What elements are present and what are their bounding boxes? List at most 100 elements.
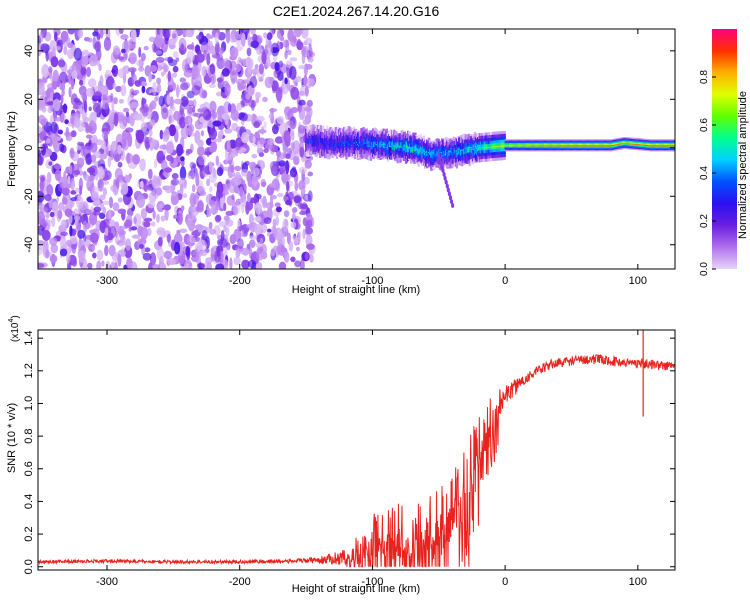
noise-blob bbox=[223, 202, 227, 212]
spectrogram-x-label: Height of straight line (km) bbox=[292, 284, 420, 296]
noise-blob bbox=[196, 262, 205, 269]
noise-blob bbox=[301, 45, 310, 58]
noise-blob bbox=[178, 177, 187, 188]
noise-blob bbox=[227, 103, 232, 113]
snr-x-tick-label: -300 bbox=[96, 576, 118, 588]
noise-blob bbox=[298, 124, 306, 134]
noise-blob bbox=[114, 261, 118, 269]
noise-blob bbox=[153, 158, 158, 169]
noise-blob bbox=[94, 168, 99, 181]
noise-blob bbox=[216, 167, 224, 177]
noise-blob bbox=[219, 237, 228, 248]
noise-blob bbox=[209, 40, 214, 55]
noise-blob bbox=[221, 68, 230, 77]
noise-blob bbox=[215, 155, 219, 166]
noise-blob bbox=[231, 194, 235, 200]
colorbar-tick-label: 0.4 bbox=[699, 166, 710, 180]
noise-blob bbox=[128, 261, 138, 269]
noise-blob bbox=[42, 77, 47, 82]
noise-blob bbox=[160, 215, 166, 222]
noise-blob bbox=[179, 166, 187, 181]
noise-blob bbox=[91, 246, 96, 251]
noise-blob bbox=[125, 238, 131, 251]
noise-blob bbox=[143, 217, 153, 222]
noise-blob bbox=[178, 255, 186, 265]
noise-blob bbox=[246, 223, 255, 229]
snr-scale-label: (x104) bbox=[8, 315, 21, 342]
noise-blob bbox=[272, 227, 278, 238]
noise-blob bbox=[82, 117, 90, 123]
noise-blob bbox=[239, 186, 243, 198]
noise-blob bbox=[65, 166, 70, 174]
noise-blob bbox=[68, 78, 72, 85]
noise-blob bbox=[268, 113, 273, 119]
noise-blob bbox=[140, 121, 148, 132]
noise-blob bbox=[217, 130, 223, 141]
noise-blob bbox=[168, 115, 172, 125]
noise-blob bbox=[171, 239, 175, 246]
noise-blob bbox=[112, 82, 117, 90]
signal-cell bbox=[633, 142, 636, 145]
spectrogram-x-tick-label: -300 bbox=[96, 275, 118, 287]
snr-y-tick-label: 1.4 bbox=[23, 331, 35, 346]
noise-blob bbox=[260, 251, 268, 260]
noise-blob bbox=[173, 214, 178, 220]
noise-blob bbox=[256, 193, 262, 200]
noise-blob bbox=[110, 51, 118, 64]
noise-blob bbox=[208, 127, 218, 140]
noise-blob bbox=[158, 95, 165, 107]
noise-blob bbox=[255, 242, 263, 249]
colorbar-tick-label: 0.2 bbox=[699, 214, 710, 228]
noise-blob bbox=[219, 46, 225, 55]
snr-frame bbox=[37, 329, 676, 571]
noise-blob bbox=[44, 194, 52, 202]
noise-blob bbox=[166, 93, 171, 106]
noise-blob bbox=[299, 258, 305, 269]
signal-cell bbox=[624, 143, 627, 144]
spectrogram-x-tick-label: -200 bbox=[229, 275, 251, 287]
noise-blob bbox=[60, 94, 64, 104]
noise-blob bbox=[233, 228, 242, 242]
noise-blob bbox=[41, 105, 47, 113]
noise-blob bbox=[298, 166, 308, 175]
noise-blob bbox=[141, 103, 150, 117]
noise-blob bbox=[210, 247, 215, 262]
noise-blob bbox=[151, 175, 159, 189]
noise-blob bbox=[148, 72, 153, 83]
noise-blob bbox=[115, 85, 123, 93]
noise-blob bbox=[306, 99, 313, 108]
noise-blob bbox=[173, 110, 181, 121]
noise-blob bbox=[41, 229, 51, 241]
noise-blob bbox=[102, 206, 107, 215]
signal-cell bbox=[598, 145, 601, 147]
noise-blob bbox=[82, 55, 90, 66]
noise-blob bbox=[121, 48, 126, 54]
noise-blob bbox=[85, 209, 93, 215]
noise-blob bbox=[158, 203, 165, 209]
noise-blob bbox=[181, 205, 185, 211]
spectrogram-x-tick-label: 0 bbox=[502, 275, 508, 287]
noise-blob bbox=[274, 175, 279, 188]
signal-cell bbox=[607, 145, 610, 147]
snr-y-tick-label: 0.6 bbox=[23, 461, 35, 476]
spectrogram-y-tick-label: 20 bbox=[23, 93, 35, 105]
noise-blob bbox=[306, 213, 313, 221]
noise-blob bbox=[85, 134, 93, 139]
noise-blob bbox=[252, 33, 258, 43]
noise-blob bbox=[63, 46, 68, 55]
noise-blob bbox=[272, 85, 277, 94]
noise-blob bbox=[236, 102, 243, 112]
noise-blob bbox=[164, 37, 169, 45]
noise-blob bbox=[87, 78, 97, 88]
noise-blob bbox=[73, 97, 81, 103]
noise-blob bbox=[308, 43, 312, 50]
noise-blob bbox=[266, 138, 276, 146]
noise-blob bbox=[292, 235, 296, 240]
noise-blob bbox=[76, 145, 82, 151]
noise-blob bbox=[50, 91, 54, 100]
noise-blob bbox=[150, 65, 158, 72]
noise-blob bbox=[57, 129, 64, 135]
noise-blob bbox=[54, 117, 63, 122]
noise-blob bbox=[79, 185, 82, 196]
noise-blob bbox=[298, 180, 306, 191]
